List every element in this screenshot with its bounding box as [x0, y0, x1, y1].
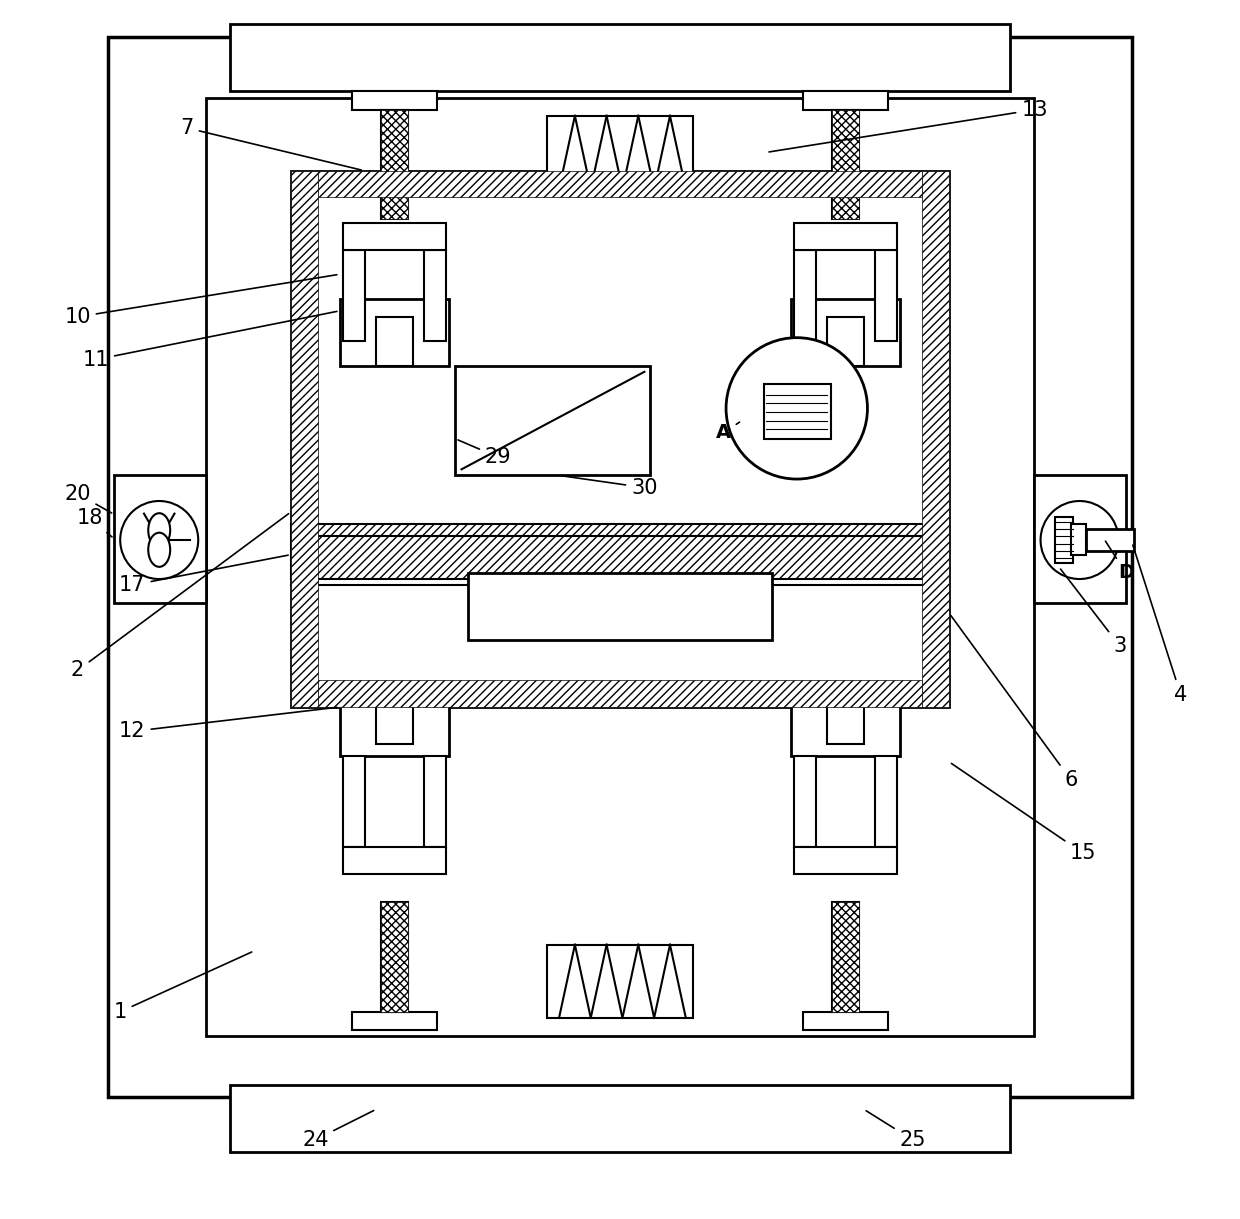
Bar	[764, 384, 831, 439]
Text: 3: 3	[1060, 569, 1126, 656]
Bar	[343, 756, 366, 847]
Bar	[229, 1085, 1011, 1152]
Bar	[424, 250, 445, 341]
Circle shape	[727, 338, 868, 479]
Text: 4: 4	[1133, 545, 1188, 705]
Bar	[291, 171, 317, 707]
Bar	[832, 902, 859, 1012]
Bar	[795, 756, 816, 847]
Bar	[381, 110, 408, 219]
Bar	[343, 223, 445, 250]
Bar	[1034, 475, 1126, 603]
Bar	[1086, 529, 1135, 551]
Bar	[376, 317, 413, 366]
Text: 18: 18	[77, 508, 112, 538]
Bar	[547, 116, 693, 189]
Bar	[874, 250, 897, 341]
Bar	[795, 847, 897, 874]
Ellipse shape	[149, 533, 170, 567]
Bar	[424, 756, 445, 847]
Bar	[206, 98, 1034, 1036]
Bar	[343, 847, 445, 874]
Text: 24: 24	[303, 1111, 373, 1150]
Bar	[832, 110, 859, 219]
Bar	[791, 299, 900, 366]
Bar	[795, 250, 816, 341]
Text: 17: 17	[119, 555, 288, 595]
Bar	[229, 24, 1011, 91]
Bar	[376, 695, 413, 744]
Bar	[795, 223, 897, 250]
Ellipse shape	[149, 513, 170, 547]
Bar	[923, 171, 949, 707]
Bar	[802, 91, 888, 110]
Bar	[317, 680, 923, 707]
Bar	[381, 110, 408, 219]
Text: D: D	[1105, 541, 1133, 583]
Bar	[343, 250, 366, 341]
Bar	[1055, 517, 1074, 563]
Bar	[108, 37, 1132, 1097]
Bar	[291, 171, 949, 707]
Bar	[381, 902, 408, 1012]
Text: 12: 12	[119, 707, 337, 741]
Text: 25: 25	[867, 1111, 926, 1150]
Text: 13: 13	[769, 100, 1048, 152]
Circle shape	[120, 501, 198, 579]
Text: 11: 11	[83, 311, 337, 369]
Circle shape	[1040, 501, 1118, 579]
Text: 7: 7	[181, 118, 361, 169]
Bar	[1071, 524, 1086, 555]
Bar	[352, 91, 438, 110]
Bar	[832, 110, 859, 219]
Text: 2: 2	[71, 513, 289, 680]
Bar	[467, 573, 773, 640]
Text: 20: 20	[64, 484, 112, 513]
Bar	[340, 299, 449, 366]
Bar	[381, 902, 408, 1012]
Bar	[352, 1012, 438, 1030]
Bar	[547, 945, 693, 1018]
Text: 1: 1	[114, 952, 252, 1022]
Bar	[827, 317, 864, 366]
Text: 29: 29	[458, 440, 511, 467]
Bar	[832, 902, 859, 1012]
Bar	[317, 171, 923, 197]
Bar	[114, 475, 206, 603]
Text: 15: 15	[951, 763, 1096, 863]
Bar	[455, 366, 651, 475]
Text: 6: 6	[951, 616, 1078, 790]
Bar	[791, 689, 900, 756]
Text: A: A	[715, 422, 739, 442]
Bar	[827, 695, 864, 744]
Bar	[802, 1012, 888, 1030]
Text: 30: 30	[562, 475, 657, 497]
Text: 10: 10	[64, 274, 337, 327]
Bar	[874, 756, 897, 847]
Bar	[340, 689, 449, 756]
Bar	[291, 524, 949, 579]
